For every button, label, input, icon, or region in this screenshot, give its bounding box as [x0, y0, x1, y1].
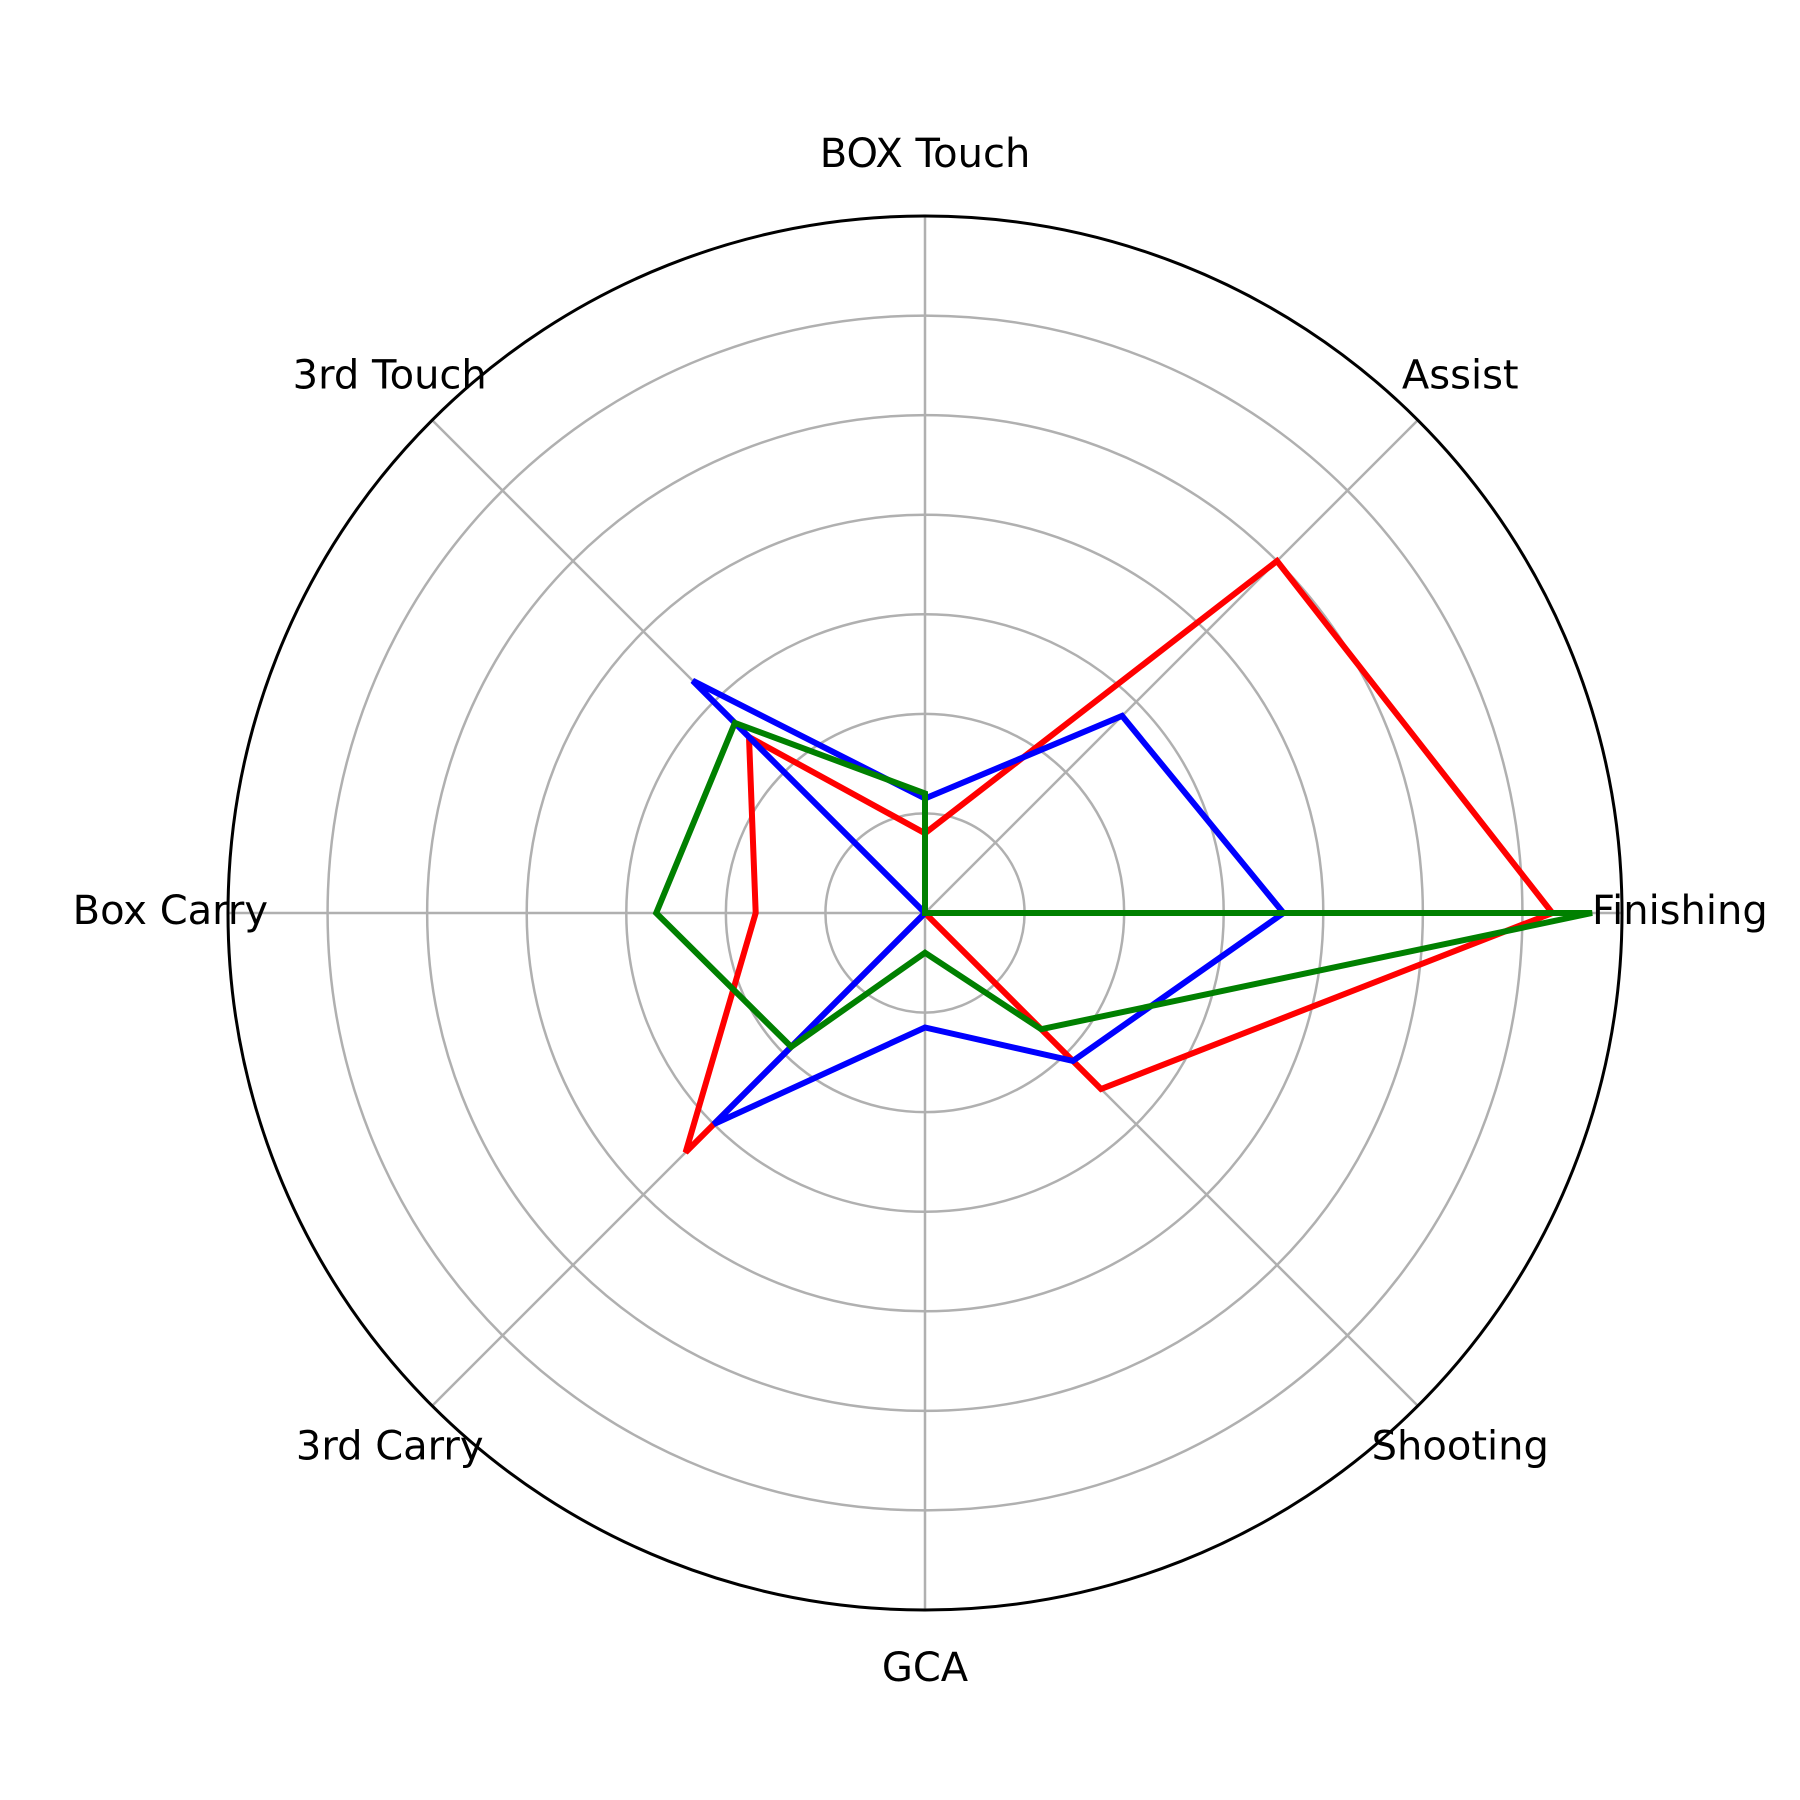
axis-label-box-carry: Box Carry — [73, 888, 268, 934]
series-line-3 — [652, 719, 1593, 1051]
polar-frame — [226, 214, 1624, 1612]
axis-label-box-touch: BOX Touch — [820, 131, 1031, 177]
axis-label-finishing: Finishing — [1592, 888, 1768, 934]
series-lines — [652, 556, 1593, 1155]
axis-label-gca: GCA — [882, 1645, 969, 1691]
series-line-1 — [682, 556, 1558, 1155]
axis-label-3rd-carry: 3rd Carry — [296, 1423, 484, 1469]
axis-label-3rd-touch: 3rd Touch — [293, 353, 487, 399]
spoke-1 — [924, 419, 1419, 914]
axis-label-shooting: Shooting — [1372, 1423, 1549, 1469]
series-line-2 — [690, 678, 1288, 1127]
axis-labels: Finishing Assist BOX Touch 3rd Touch Box Car… — [73, 131, 1768, 1691]
axis-label-assist: Assist — [1402, 353, 1519, 399]
